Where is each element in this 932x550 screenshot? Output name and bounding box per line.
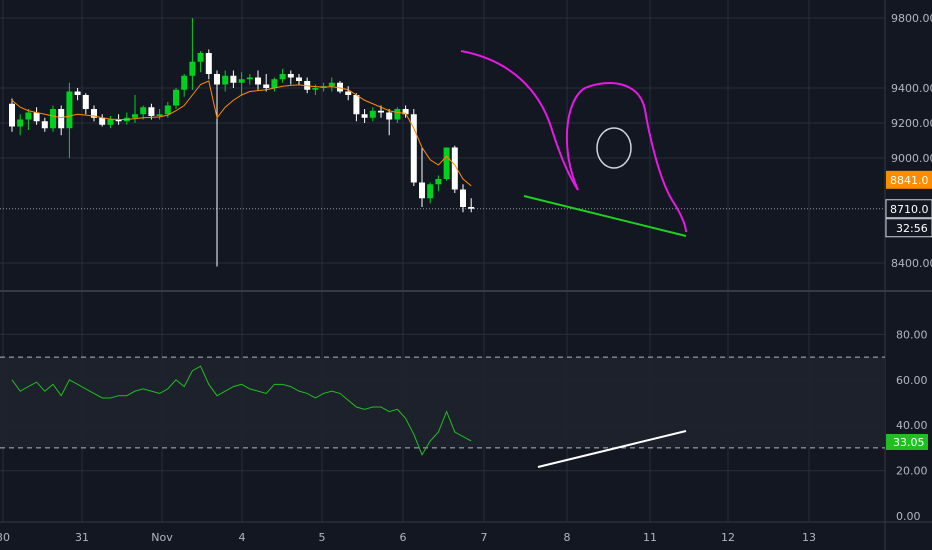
candle-body <box>427 184 434 199</box>
candle-body <box>140 107 147 115</box>
candle-body <box>132 114 138 118</box>
time-axis-label: 31 <box>75 531 89 544</box>
candle-body <box>353 95 360 115</box>
time-axis-label: 13 <box>802 531 816 544</box>
candle-body <box>189 61 196 76</box>
rsi-value-tag-label: 33.05 <box>893 436 925 449</box>
time-axis-label: 8 <box>564 531 571 544</box>
candle-body <box>9 103 15 127</box>
candle-body <box>164 105 171 115</box>
candle-body <box>33 112 40 122</box>
time-axis-label: 11 <box>643 531 657 544</box>
rsi-axis-label: 0.00 <box>896 510 921 523</box>
candle-body <box>435 179 442 185</box>
candle-body <box>304 81 311 90</box>
candle-body <box>468 207 475 209</box>
rsi-axis-label: 60.00 <box>896 374 928 387</box>
rsi-trendline-drawing[interactable] <box>537 430 687 468</box>
candle-body <box>50 109 56 129</box>
time-axis-label: 30 <box>0 531 10 544</box>
candle-body <box>58 109 65 129</box>
candle-body <box>74 91 81 95</box>
countdown-tag-label: 32:56 <box>896 222 928 235</box>
rsi-axis-label: 80.00 <box>896 328 928 341</box>
candle-body <box>378 110 384 113</box>
candle-body <box>443 147 450 179</box>
candle-body <box>460 189 466 207</box>
candle-body <box>386 112 393 120</box>
countdown-tag <box>885 218 932 238</box>
rsi-axis-label: 20.00 <box>896 465 928 478</box>
time-axis-label: 12 <box>721 531 735 544</box>
candle-body <box>402 109 409 115</box>
candle-body <box>205 53 212 74</box>
candle-body <box>361 114 368 118</box>
candle-body <box>222 75 229 85</box>
ma-price-tag <box>886 170 932 189</box>
candle-body <box>66 91 73 129</box>
candle-body <box>287 74 294 78</box>
price-axis-label: 9200.00 <box>891 117 932 130</box>
candle-body <box>255 77 261 85</box>
candle-body <box>25 112 32 120</box>
time-axis-label: Nov <box>151 531 173 544</box>
time-axis-label: 5 <box>319 531 326 544</box>
price-axis-label: 9000.00 <box>891 152 932 165</box>
moving-average-line <box>11 80 472 187</box>
candle-body <box>148 107 155 116</box>
candle-body <box>17 119 24 127</box>
price-axis-label: 9400.00 <box>891 82 932 95</box>
rsi-axis-label: 40.00 <box>896 419 928 432</box>
last-price-tag <box>885 199 932 219</box>
candle-body <box>410 114 417 183</box>
candle-body <box>238 79 245 83</box>
candle-body <box>345 91 352 95</box>
rsi-line <box>11 365 472 456</box>
candle-body <box>41 121 48 129</box>
candle-body <box>156 114 163 116</box>
candle-body <box>91 109 97 118</box>
candle-body <box>181 75 188 90</box>
candle-body <box>115 119 122 122</box>
candle-body <box>246 77 253 80</box>
support-trendline-drawing[interactable] <box>523 195 687 237</box>
candle-body <box>263 84 270 88</box>
magenta-arc-drawing[interactable] <box>565 82 687 233</box>
rsi-band-fill <box>0 357 885 448</box>
ma-price-tag-label: 8841.0 <box>890 174 929 187</box>
candle-body <box>451 147 458 190</box>
highlight-ellipse-drawing[interactable] <box>596 127 632 169</box>
candle-body <box>99 117 106 125</box>
price-axis-label: 9800.00 <box>891 12 932 25</box>
candle-body <box>296 77 302 81</box>
price-axis-label: 8400.00 <box>891 257 932 270</box>
last-price-tag-label: 8710.0 <box>890 203 929 216</box>
candle-body <box>82 95 89 109</box>
candle-body <box>230 75 237 83</box>
candle-body <box>214 74 220 85</box>
time-axis-label: 4 <box>239 531 246 544</box>
rsi-value-tag <box>886 433 928 450</box>
candle-body <box>312 88 319 90</box>
candle-body <box>328 82 335 87</box>
time-axis-label: 6 <box>400 531 407 544</box>
candle-body <box>271 79 278 88</box>
candle-body <box>394 109 401 120</box>
time-axis-label: 7 <box>481 531 488 544</box>
candle-body <box>419 182 425 199</box>
candle-body <box>369 110 376 118</box>
candle-body <box>337 82 343 92</box>
candle-body <box>173 89 179 106</box>
candle-body <box>107 119 114 125</box>
candle-body <box>279 74 286 80</box>
candle-body <box>197 53 204 62</box>
magenta-curve-drawing[interactable] <box>460 50 579 191</box>
